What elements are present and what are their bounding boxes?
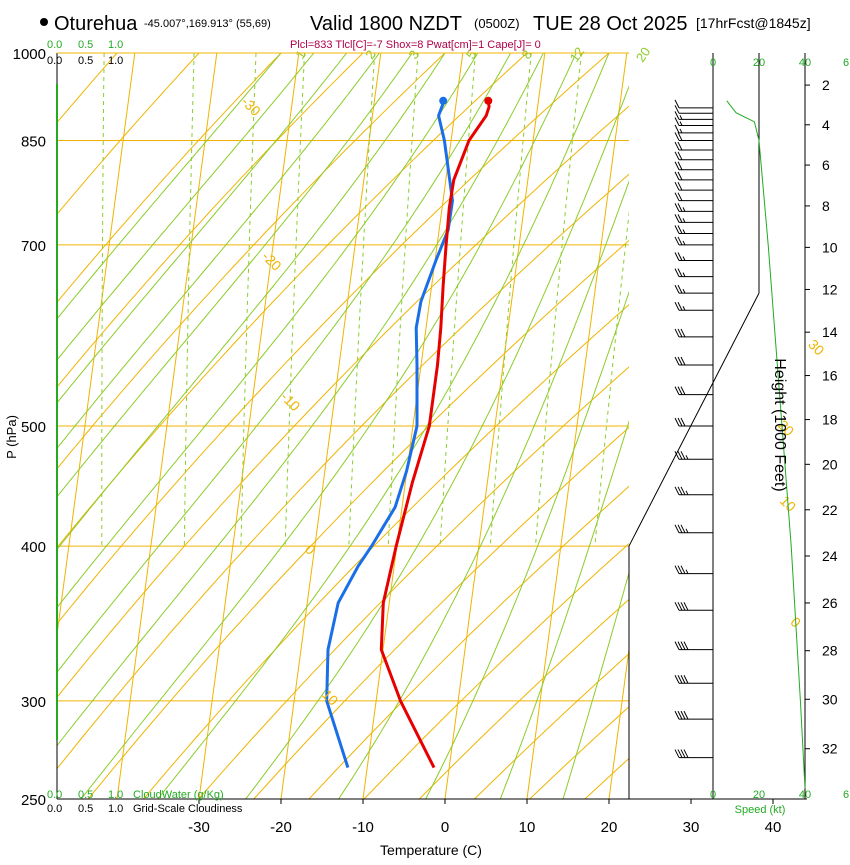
cw-bot-05: 0.5	[78, 789, 93, 801]
pressure-tick-label: 250	[21, 792, 46, 809]
height-tick-label: 26	[822, 595, 838, 611]
height-tick-label: 32	[822, 741, 838, 757]
x-tick-label: 10	[519, 819, 536, 836]
cw-top-1: 1.0	[108, 39, 123, 51]
height-tick-label: 2	[822, 77, 830, 93]
pressure-tick-label: 300	[21, 694, 46, 711]
speed-bot-0: 0	[710, 789, 716, 801]
height-tick-label: 8	[822, 198, 830, 214]
x-tick-label: -30	[188, 819, 210, 836]
cloud-water-label: CloudWater (g/Kg)	[133, 789, 224, 801]
x-tick-label: -10	[352, 819, 374, 836]
speed-top-20: 20	[753, 57, 765, 69]
cw-top-0: 0.0	[47, 39, 62, 51]
cl-top-1: 1.0	[108, 55, 123, 67]
height-tick-label: 16	[822, 368, 838, 384]
height-tick-label: 28	[822, 643, 838, 659]
height-tick-label: 12	[822, 281, 838, 297]
cl-bot-1: 1.0	[108, 803, 123, 815]
pressure-tick-label: 850	[21, 133, 46, 150]
cl-top-0: 0.0	[47, 55, 62, 67]
valid-date: TUE 28 Oct 2025	[533, 13, 688, 35]
station-name: Oturehua	[54, 13, 138, 35]
height-tick-label: 10	[822, 239, 838, 255]
x-tick-label: 0	[441, 819, 449, 836]
height-axis-title: Height (1000 Feet)	[771, 358, 788, 491]
height-tick-label: 14	[822, 324, 838, 340]
pressure-tick-label: 500	[21, 419, 46, 436]
dewpoint-surface-dot	[439, 97, 447, 105]
cl-bot-05: 0.5	[78, 803, 93, 815]
pressure-tick-label: 400	[21, 539, 46, 556]
x-tick-label: 20	[601, 819, 618, 836]
pressure-tick-label: 1000	[13, 46, 46, 63]
station-dot	[40, 18, 48, 26]
valid-time: Valid 1800 NZDT	[310, 13, 462, 35]
cw-bot-1: 1.0	[108, 789, 123, 801]
height-tick-label: 4	[822, 117, 830, 133]
x-axis-title: Temperature (C)	[380, 842, 482, 858]
height-tick-label: 30	[822, 691, 838, 707]
cloudiness-label: Grid-Scale Cloudiness	[133, 803, 243, 815]
speed-bot-6: 6	[843, 789, 849, 801]
cl-bot-0: 0.0	[47, 803, 62, 815]
speed-top-0: 0	[710, 57, 716, 69]
height-tick-label: 24	[822, 548, 838, 564]
temperature-surface-dot	[484, 97, 492, 105]
cw-bot-0: 0.0	[47, 789, 62, 801]
speed-bot-40: 40	[799, 789, 811, 801]
y-axis-title: P (hPa)	[4, 415, 19, 459]
cl-top-05: 0.5	[78, 55, 93, 67]
speed-label: Speed (kt)	[735, 804, 786, 816]
height-tick-label: 18	[822, 412, 838, 428]
x-tick-label: 30	[683, 819, 700, 836]
station-coords: -45.007°,169.913° (55,69)	[144, 18, 271, 30]
height-tick-label: 6	[822, 157, 830, 173]
x-tick-label: -20	[270, 819, 292, 836]
utc-time: (0500Z)	[474, 16, 520, 31]
cw-top-05: 0.5	[78, 39, 93, 51]
height-tick-label: 22	[822, 502, 838, 518]
speed-top-6: 6	[843, 57, 849, 69]
height-tick-label: 20	[822, 456, 838, 472]
pressure-tick-label: 700	[21, 238, 46, 255]
speed-bot-20: 20	[753, 789, 765, 801]
x-tick-label: 40	[765, 819, 782, 836]
speed-top-40: 40	[799, 57, 811, 69]
indices-line: Plcl=833 Tlcl[C]=-7 Shox=8 Pwat[cm]=1 Ca…	[290, 39, 541, 51]
forecast-info: [17hrFcst@1845z]	[696, 15, 811, 31]
